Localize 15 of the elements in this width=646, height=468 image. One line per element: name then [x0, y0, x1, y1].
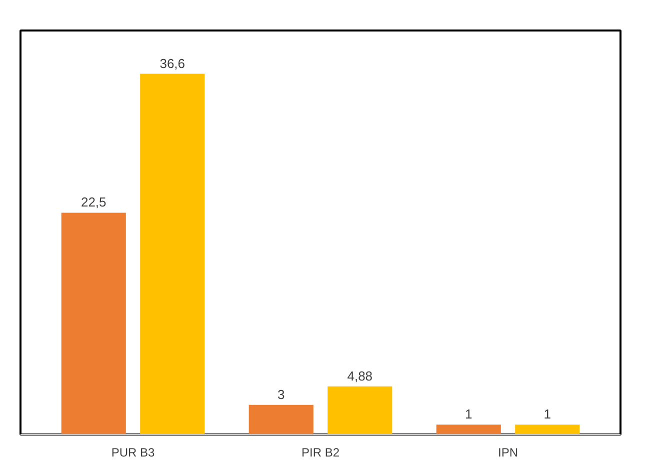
data-label: 4,88	[347, 368, 373, 384]
data-label: 36,6	[160, 56, 186, 71]
x-tick-label: PUR B3	[111, 446, 155, 460]
data-label: 3	[278, 386, 285, 402]
data-label: 1	[544, 406, 551, 422]
bar	[328, 386, 392, 434]
x-tick-label: IPN	[498, 446, 518, 460]
bar	[436, 424, 501, 434]
bar	[61, 212, 126, 434]
bar	[248, 404, 314, 434]
bar	[515, 424, 580, 434]
x-tick-label: PIR B2	[301, 446, 340, 460]
data-label: 1	[465, 406, 472, 422]
data-label: 22,5	[80, 194, 106, 210]
bar	[140, 74, 205, 434]
